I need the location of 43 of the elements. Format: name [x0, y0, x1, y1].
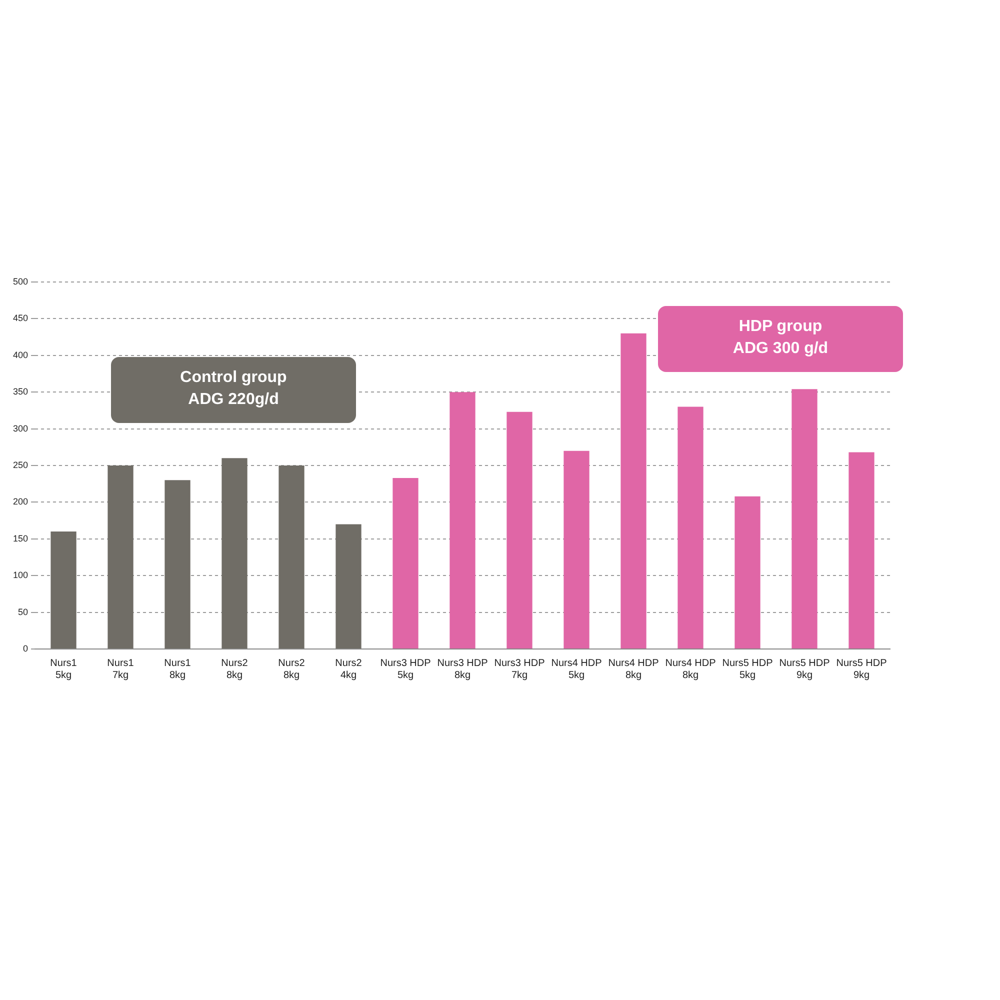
y-tick-label: 450	[12, 313, 28, 324]
y-tick-label: 150	[12, 533, 28, 544]
y-tick-label: 100	[12, 570, 28, 580]
x-tick-label: Nurs4 HDP 5kg	[551, 658, 602, 681]
x-tick-label: Nurs2 8kg	[221, 658, 248, 681]
y-tick-label: 300	[12, 423, 28, 434]
bar	[164, 480, 190, 648]
x-tick-label: Nurs5 HDP 9kg	[836, 658, 888, 681]
y-tick-label: 50	[18, 606, 28, 617]
bar	[620, 333, 646, 648]
x-tick-label: Nurs2 8kg	[278, 658, 306, 681]
x-tick-label: Nurs3 HDP 5kg	[380, 658, 432, 681]
y-tick-label: 250	[12, 460, 28, 470]
x-tick-label: Nurs1 5kg	[50, 658, 78, 681]
bar	[278, 466, 304, 648]
bar	[50, 532, 76, 648]
bar	[108, 466, 134, 648]
x-tick-label: Nurs1 7kg	[107, 658, 134, 681]
bar	[848, 452, 874, 648]
bar	[222, 458, 248, 648]
bar	[392, 478, 418, 648]
bar	[506, 412, 532, 648]
bar	[792, 389, 818, 648]
x-tick-label: Nurs3 HDP 7kg	[494, 658, 546, 681]
x-tick-label: Nurs5 HDP 5kg	[722, 658, 774, 681]
x-tick-label: Nurs5 HDP 9kg	[779, 658, 830, 681]
bar	[336, 524, 362, 648]
y-tick-label: 200	[12, 496, 28, 507]
x-tick-label: Nurs4 HDP 8kg	[608, 658, 660, 681]
bar	[564, 450, 590, 648]
y-tick-label: 500	[12, 276, 28, 286]
bar	[450, 392, 476, 648]
y-tick-label: 400	[12, 350, 28, 360]
bar	[678, 406, 704, 648]
y-tick-label: 0	[23, 643, 28, 654]
x-tick-label: Nurs4 HDP 8kg	[665, 658, 716, 681]
x-tick-label: Nurs2 4kg	[335, 658, 362, 681]
x-tick-label: Nurs3 HDP 8kg	[437, 658, 488, 681]
callout-box: HDP group ADG 300 g/d	[658, 306, 903, 372]
y-tick-label: 350	[12, 386, 28, 397]
callout-box: Control group ADG 220g/d	[111, 357, 356, 423]
bar	[734, 496, 760, 648]
x-tick-label: Nurs1 8kg	[164, 658, 192, 681]
